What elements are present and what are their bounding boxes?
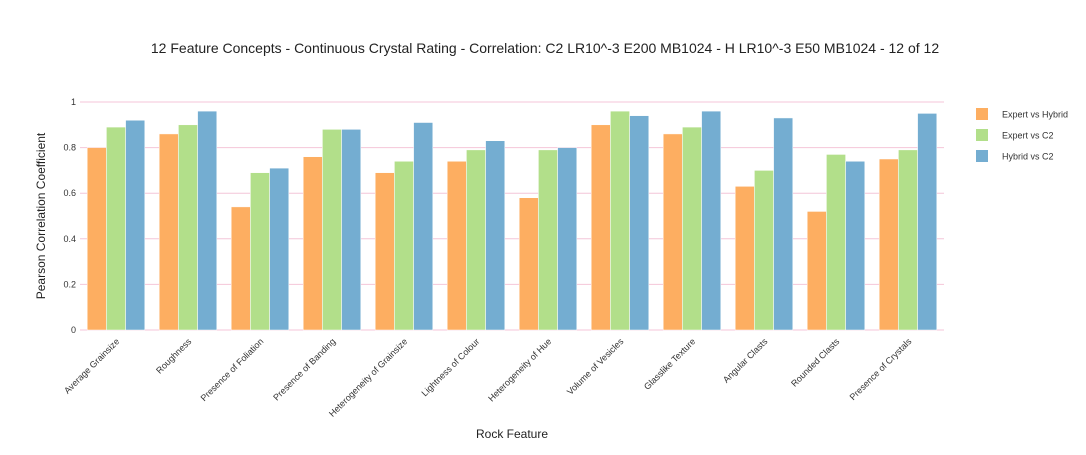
bar (394, 161, 414, 331)
bar (898, 149, 918, 331)
x-tick-label: Lightness of Colour (420, 336, 482, 398)
y-tick-label: 0.2 (63, 279, 76, 289)
bar (538, 149, 558, 331)
x-tick-label: Rounded Clasts (789, 336, 842, 389)
bar (302, 156, 323, 331)
legend-label: Hybrid vs C2 (1002, 152, 1054, 162)
bar (466, 149, 486, 331)
bar (590, 124, 611, 331)
bar (845, 161, 866, 331)
bar (158, 133, 179, 331)
y-tick-label: 0.8 (63, 143, 76, 153)
bar (178, 124, 198, 331)
legend-label: Expert vs C2 (1002, 131, 1054, 141)
chart-title: 12 Feature Concepts - Continuous Crystal… (151, 40, 939, 56)
bar (917, 113, 938, 331)
y-tick-label: 1 (71, 97, 76, 107)
x-tick-label: Presence of Banding (271, 336, 337, 402)
bar (662, 133, 683, 331)
y-tick-label: 0 (71, 325, 76, 335)
legend-swatch (976, 150, 988, 162)
bar (230, 206, 251, 331)
bar (629, 115, 650, 331)
bar (485, 140, 506, 331)
bar (518, 197, 539, 331)
x-tick-label: Presence of Foliation (199, 336, 266, 403)
bar (826, 154, 846, 331)
x-tick-label: Glasslike Texture (642, 336, 697, 391)
x-tick-label: Average Grainsize (62, 336, 121, 395)
bar (701, 110, 722, 331)
x-tick-label: Angular Clasts (721, 336, 770, 385)
legend-swatch (976, 108, 988, 120)
legend: Expert vs Hybrid Expert vs C2 Hybrid vs C2 (976, 108, 1068, 162)
bar (106, 126, 126, 331)
x-axis-ticks: Average Grainsize Roughness Presence of Fo… (62, 336, 914, 419)
x-tick-label: Volume of Vesicles (565, 336, 626, 397)
bar (86, 147, 107, 331)
x-tick-label: Presence of Crystals (848, 336, 914, 402)
y-axis-title: Pearson Correlation Coefficient (34, 132, 48, 299)
bar (446, 161, 467, 331)
bar (878, 158, 899, 331)
bar (682, 126, 702, 331)
bar (197, 110, 218, 331)
legend-swatch (976, 129, 988, 141)
bar (250, 172, 270, 331)
y-tick-label: 0.4 (63, 234, 76, 244)
y-tick-label: 0.6 (63, 188, 76, 198)
bar (610, 110, 630, 331)
bar (806, 211, 827, 331)
bar (413, 122, 434, 331)
x-axis-title: Rock Feature (476, 427, 548, 441)
bar (322, 129, 342, 331)
grid-lines (80, 101, 944, 331)
bar (773, 117, 794, 331)
legend-label: Expert vs Hybrid (1002, 110, 1068, 120)
bar (341, 129, 362, 331)
bar (374, 172, 395, 331)
bar (269, 167, 290, 331)
x-tick-label: Roughness (154, 336, 194, 376)
bar (734, 186, 755, 331)
bars (86, 110, 938, 331)
bar (557, 147, 578, 331)
x-tick-label: Heterogeneity of Grainsize (327, 336, 409, 418)
bar (754, 170, 774, 331)
x-tick-label: Heterogeneity of Hue (486, 336, 553, 403)
bar (125, 119, 146, 331)
y-axis-ticks: 0 0.2 0.4 0.6 0.8 1 (63, 97, 76, 335)
